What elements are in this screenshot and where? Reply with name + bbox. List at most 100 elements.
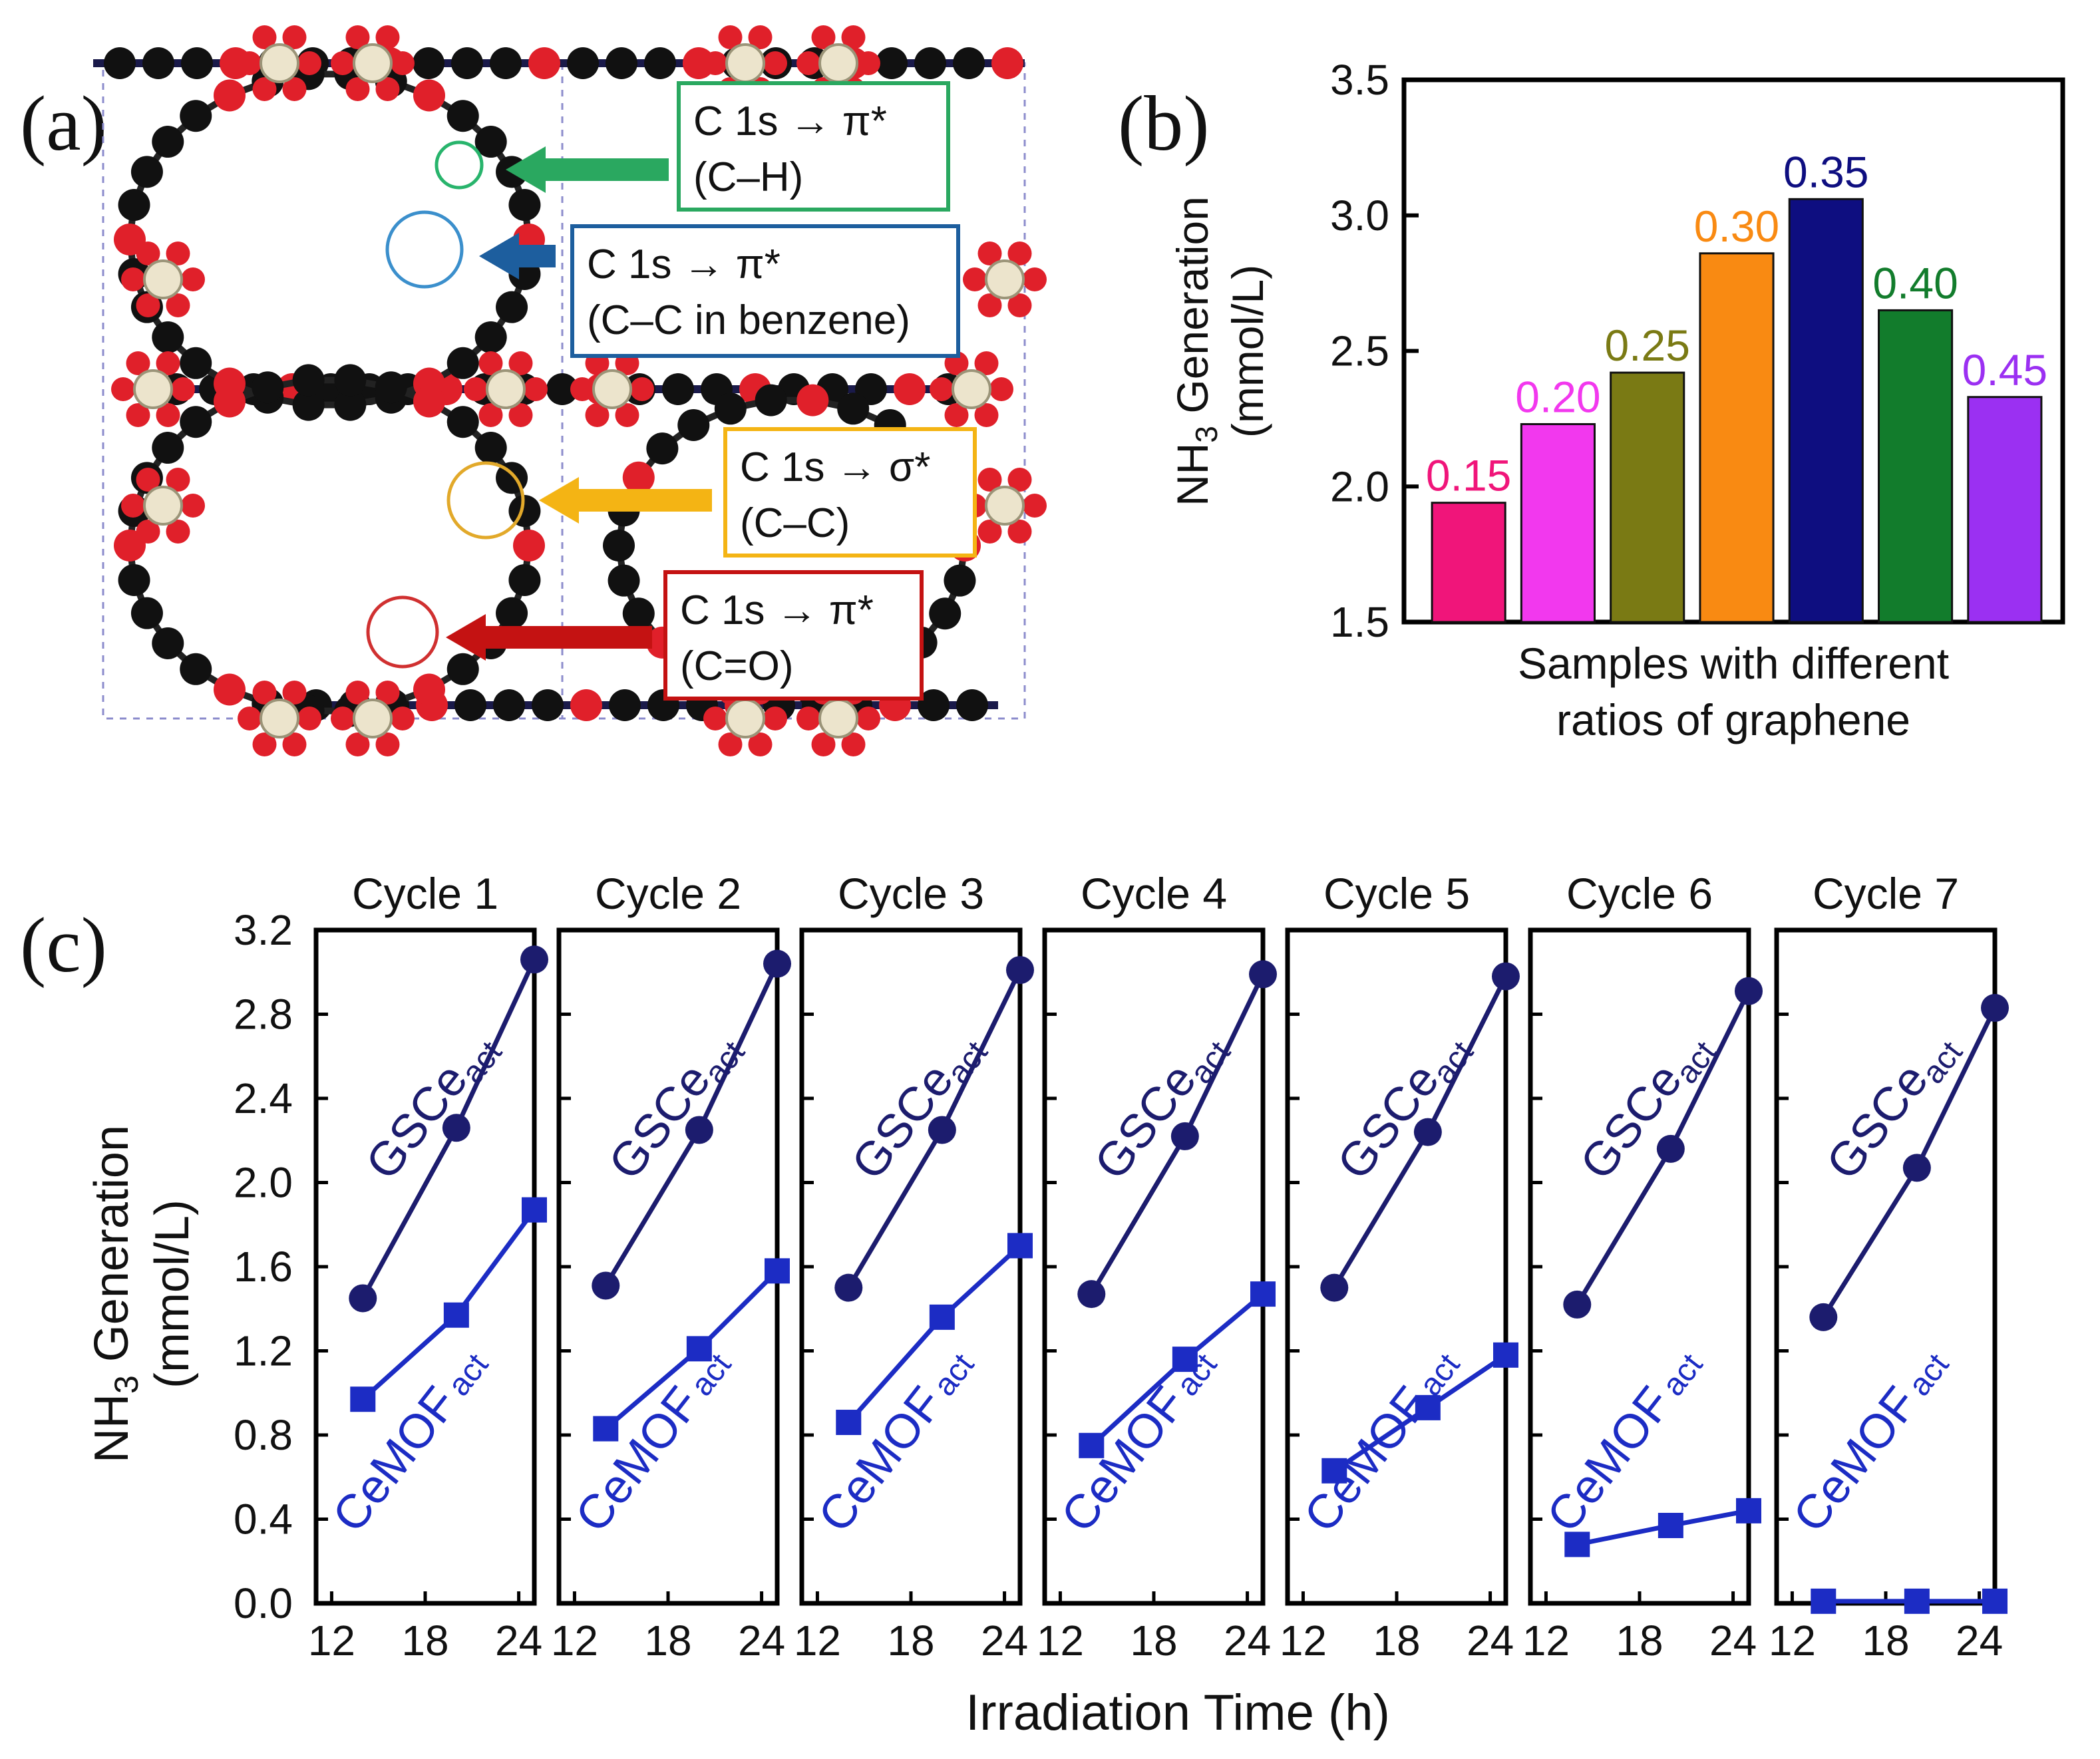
gsce-point	[1563, 1291, 1591, 1319]
cycle-y-tick-label: 2.0	[234, 1159, 293, 1207]
cerium-atom	[820, 45, 857, 82]
cemof-point	[1904, 1589, 1930, 1614]
carbon-atom	[334, 364, 366, 396]
gsce-point	[592, 1271, 619, 1299]
cycle-panel-7: Cycle 712 18 24GSCeactCeMOFact	[1769, 869, 2009, 1665]
carbon-atom	[118, 189, 150, 221]
bar-0.40	[1879, 310, 1952, 622]
oxygen-atom	[930, 377, 954, 401]
carbon-atom	[180, 406, 212, 438]
cycle-x-tick-label: 24	[1224, 1617, 1271, 1665]
oxygen-atom	[856, 51, 880, 75]
carbon-atom	[131, 597, 163, 629]
cerium-atom	[144, 261, 182, 298]
carbon-atom	[454, 689, 486, 721]
carbon-atom	[104, 47, 136, 79]
gsce-point	[834, 1274, 862, 1302]
carbon-atom	[447, 347, 479, 379]
oxygen-atom	[796, 385, 828, 416]
cemof-point	[765, 1258, 790, 1283]
bar-chart-bars: 0.150.200.250.300.350.400.45	[1426, 147, 2047, 622]
gsce-point	[1320, 1274, 1348, 1302]
bar-value-label: 0.20	[1515, 373, 1600, 422]
cycle-charts-y-axis: 0.00.40.81.21.62.02.42.83.2	[234, 906, 293, 1627]
cemof-label-sub: act	[441, 1347, 495, 1402]
cycle-x-tick-label: 12	[1037, 1617, 1084, 1665]
oxygen-atom	[297, 51, 321, 75]
carbon-atom	[493, 689, 525, 721]
oxygen-atom	[630, 377, 654, 401]
carbon-atom	[375, 371, 407, 403]
oxygen-atom	[413, 674, 445, 706]
gsce-point	[1735, 977, 1763, 1005]
oxygen-atom	[1023, 267, 1047, 291]
bar-value-label: 0.45	[1962, 345, 2047, 395]
cycle-title: Cycle 2	[595, 869, 741, 918]
carbon-atom	[447, 653, 479, 685]
oxygen-atom	[989, 377, 1013, 401]
oxygen-atom	[111, 377, 135, 401]
cycle-x-tick-label: 18	[1616, 1617, 1663, 1665]
cycle-panel-5: Cycle 512 18 24GSCeactCeMOFact	[1280, 869, 1520, 1665]
y-label-rest: Generation	[1168, 196, 1217, 426]
cycle-x-tick-label: 12	[1280, 1617, 1327, 1665]
cycle-y-tick-label: 1.2	[234, 1327, 293, 1375]
bar-0.35	[1789, 199, 1862, 622]
highlight-circle-2	[387, 212, 462, 287]
panel-label-a: (a)	[20, 80, 107, 167]
cycle-y-tick-label: 0.4	[234, 1496, 293, 1543]
oxygen-atom	[181, 267, 205, 291]
carbon-atom	[252, 371, 283, 403]
oxygen-atom	[297, 707, 321, 730]
annotation-arrow-4	[446, 614, 652, 661]
gsce-point	[349, 1284, 377, 1312]
cycle-panel-6: Cycle 612 18 24GSCeactCeMOFact	[1522, 869, 1763, 1665]
cycle-x-tick-label: 18	[644, 1617, 691, 1665]
cycle-panel-1: Cycle 112 18 24GSCeactCeMOFact	[308, 869, 548, 1665]
oxygen-atom	[796, 51, 820, 75]
y-label-nh: NH	[1168, 443, 1217, 506]
annotation-transition-4: C 1s → π*	[680, 587, 874, 633]
cycle-x-tick-label: 24	[981, 1617, 1028, 1665]
oxygen-atom	[214, 385, 246, 417]
cemof-point	[444, 1303, 469, 1328]
panel-label-b: (b)	[1118, 80, 1210, 167]
carbon-atom	[152, 126, 184, 158]
bar-value-label: 0.25	[1604, 321, 1689, 370]
gsce-label-main: GSCe	[1085, 1054, 1207, 1190]
carbon-atom	[953, 47, 985, 79]
bar-chart-y-tick-label: 3.5	[1330, 56, 1389, 104]
gsce-series-label: GSCeact	[1570, 1021, 1723, 1194]
cerium-atom	[986, 487, 1023, 524]
cerium-atom	[594, 371, 631, 408]
gsce-series-label: GSCeact	[1327, 1021, 1481, 1194]
carbon-atom	[475, 432, 507, 464]
oxygen-atom	[181, 494, 205, 518]
panel-label-c: (c)	[20, 901, 107, 989]
gsce-point	[1077, 1280, 1105, 1308]
cemof-point	[350, 1386, 375, 1412]
cycle-y-tick-label: 2.8	[234, 991, 293, 1039]
oxygen-atom	[121, 494, 145, 518]
c-y-label-rest: Generation	[85, 1125, 138, 1375]
gsce-point	[1657, 1135, 1685, 1163]
oxygen-atom	[214, 79, 246, 111]
carbon-atom	[152, 432, 184, 464]
annotation-bond-3: (C–C)	[740, 500, 850, 546]
carbon-atom	[180, 653, 212, 685]
cycle-title: Cycle 3	[838, 869, 984, 918]
carbon-atom	[447, 100, 479, 132]
cemof-label-sub: act	[1902, 1347, 1956, 1402]
bar-0.45	[1968, 397, 2041, 622]
carbon-atom	[118, 564, 150, 596]
cemof-label-main: CeMOF	[808, 1377, 954, 1542]
gsce-point	[1249, 960, 1277, 988]
carbon-atom	[609, 689, 641, 721]
cycle-x-tick-label: 18	[1373, 1617, 1420, 1665]
oxygen-atom	[796, 707, 820, 730]
cerium-atom	[261, 700, 298, 737]
oxygen-atom	[763, 51, 787, 75]
oxygen-atom	[391, 707, 415, 730]
oxygen-atom	[391, 51, 415, 75]
bar-chart-y-axis-label-units: (mmol/L)	[1223, 265, 1272, 438]
